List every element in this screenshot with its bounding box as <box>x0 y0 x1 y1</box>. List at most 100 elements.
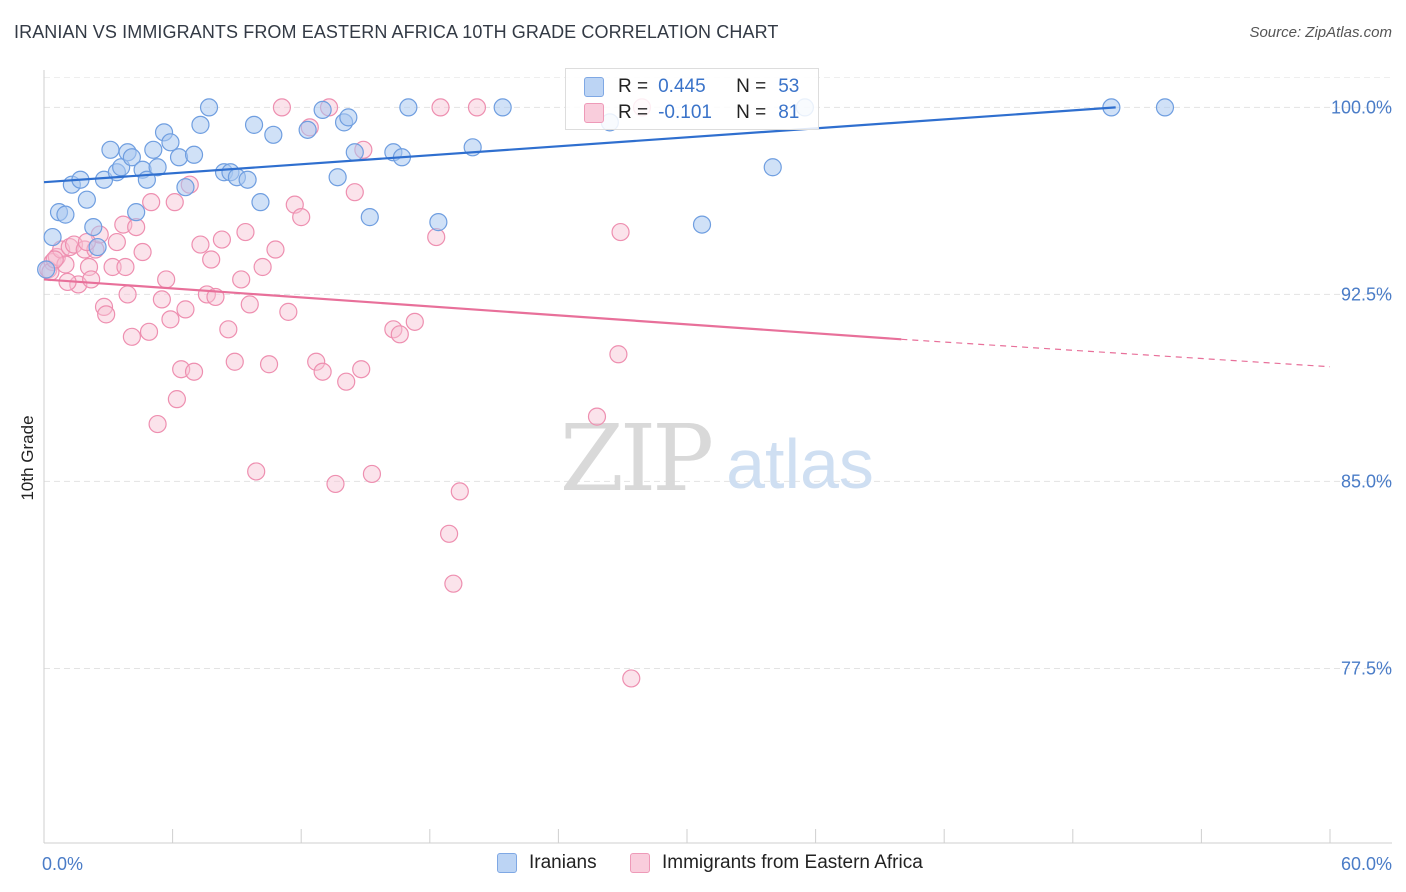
trend-line-extension-pink <box>901 338 1331 368</box>
data-point-blue <box>148 158 167 177</box>
data-point-pink <box>390 325 409 344</box>
legend-swatch-pink <box>584 103 604 123</box>
legend-swatch-blue <box>497 853 517 873</box>
data-point-pink <box>467 98 487 117</box>
series-legend: Iranians Immigrants from Eastern Africa <box>0 852 1406 878</box>
data-point-blue <box>88 237 107 257</box>
data-point-pink <box>444 574 463 593</box>
data-point-pink <box>337 372 356 391</box>
data-point-blue <box>56 205 75 224</box>
data-point-pink <box>165 193 184 212</box>
data-point-pink <box>202 250 221 269</box>
legend-item-iranians: Iranians <box>497 852 597 874</box>
data-point-blue <box>298 120 317 139</box>
data-point-pink <box>362 464 382 484</box>
legend-row-iranians: R = 0.445 N = 53 <box>584 74 799 100</box>
x-tick-label: 60.0% <box>1341 854 1392 874</box>
data-point-pink <box>609 345 628 364</box>
data-point-blue <box>127 203 146 222</box>
data-point-blue <box>184 145 204 164</box>
data-point-blue <box>493 98 512 117</box>
data-point-blue <box>161 133 180 152</box>
data-point-pink <box>240 295 259 314</box>
data-point-blue <box>77 190 96 209</box>
data-point-blue <box>101 140 120 159</box>
data-point-pink <box>292 208 311 227</box>
data-point-blue <box>328 168 347 187</box>
legend-swatch-blue <box>584 77 604 97</box>
legend-n-label: N = <box>736 76 767 97</box>
data-point-pink <box>219 320 238 339</box>
axes <box>43 70 1392 844</box>
data-point-pink <box>107 232 126 252</box>
y-tick-label: 77.5% <box>1341 658 1392 678</box>
data-point-pink <box>352 360 371 379</box>
series-pink-points <box>39 98 652 688</box>
data-point-pink <box>118 285 137 304</box>
data-point-blue <box>144 140 163 159</box>
data-point-pink <box>247 462 266 481</box>
data-point-pink <box>161 310 180 329</box>
legend-r-label: R = <box>618 102 649 123</box>
data-point-blue <box>169 148 189 167</box>
y-tick-label: 85.0% <box>1341 471 1392 491</box>
data-point-pink <box>326 474 345 494</box>
data-point-pink <box>272 98 292 117</box>
data-point-pink <box>307 352 326 371</box>
data-point-pink <box>116 257 135 277</box>
data-point-blue <box>199 98 219 117</box>
legend-n-value: 53 <box>778 76 800 97</box>
source-credit: Source: ZipAtlas.com <box>1249 24 1392 41</box>
data-point-pink <box>142 193 161 212</box>
data-point-blue <box>251 193 270 212</box>
data-point-pink <box>405 312 424 331</box>
data-point-blue <box>313 100 332 119</box>
data-point-pink <box>82 270 101 289</box>
legend-r-value: 0.445 <box>658 76 706 97</box>
data-point-pink <box>225 352 244 371</box>
data-point-pink <box>103 257 122 277</box>
data-point-blue <box>43 227 62 247</box>
data-point-blue <box>264 125 283 144</box>
chart-title: IRANIAN VS IMMIGRANTS FROM EASTERN AFRIC… <box>14 22 779 42</box>
data-point-pink <box>157 270 176 289</box>
data-point-pink <box>611 222 630 242</box>
y-tick-label: 92.5% <box>1341 284 1392 304</box>
data-point-pink <box>450 482 469 501</box>
trend-lines <box>43 106 1331 368</box>
data-point-blue <box>360 208 379 227</box>
data-point-pink <box>176 300 195 319</box>
legend-swatch-pink <box>630 853 650 873</box>
data-point-blue <box>692 215 712 234</box>
data-point-blue <box>84 217 103 237</box>
data-point-blue <box>339 108 358 127</box>
data-point-blue <box>122 148 141 167</box>
data-point-pink <box>345 183 364 202</box>
data-point-pink <box>266 240 285 259</box>
data-point-pink <box>236 222 255 242</box>
legend-r-label: R = <box>618 76 649 97</box>
data-point-pink <box>139 322 159 341</box>
data-point-blue <box>1155 98 1175 117</box>
data-point-blue <box>238 170 257 189</box>
legend-row-eastern-africa: R = -0.101 N = 81 <box>584 100 799 126</box>
data-point-pink <box>232 270 251 289</box>
legend-label-eastern-africa: Immigrants from Eastern Africa <box>662 852 923 873</box>
data-point-pink <box>253 257 272 277</box>
stats-legend: R = 0.445 N = 53 R = -0.101 N = 81 <box>565 68 819 130</box>
legend-n-value: 81 <box>778 102 800 123</box>
data-point-pink <box>184 362 204 381</box>
watermark-zip: ZIP <box>560 405 711 512</box>
legend-n-label: N = <box>736 102 767 123</box>
data-point-blue <box>429 213 448 232</box>
trend-line-blue <box>43 106 1116 184</box>
watermark: ZIP atlas <box>560 405 874 512</box>
data-point-pink <box>148 414 167 434</box>
data-point-pink <box>56 255 75 274</box>
data-point-pink <box>622 669 641 688</box>
y-tick-label: 100.0% <box>1331 97 1392 117</box>
trend-line-pink <box>43 278 902 341</box>
data-point-pink <box>167 390 186 409</box>
data-point-pink <box>587 407 607 426</box>
